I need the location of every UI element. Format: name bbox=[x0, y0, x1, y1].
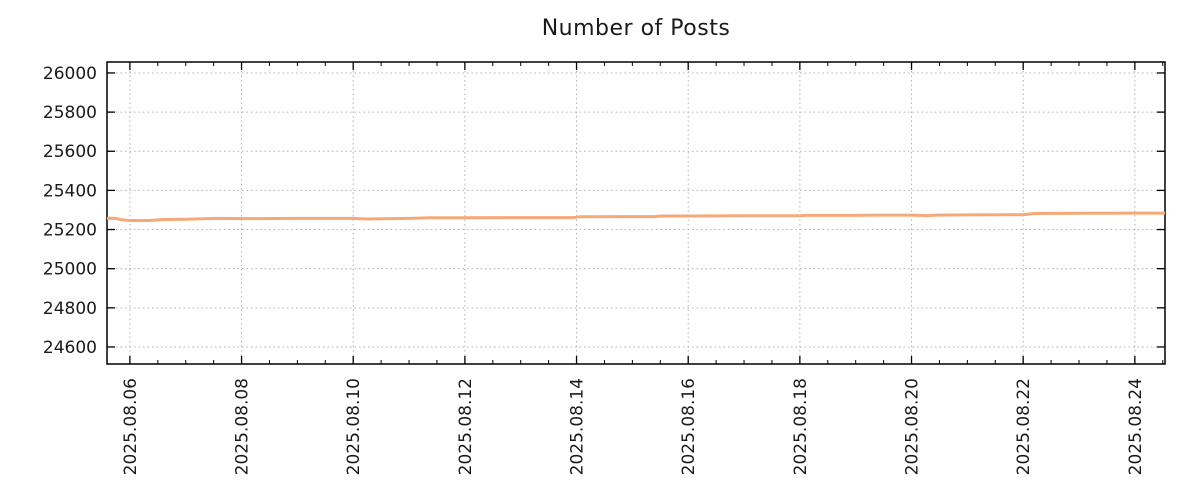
x-tick-label: 2025.08.16 bbox=[679, 378, 699, 475]
y-tick-label: 25000 bbox=[43, 260, 97, 280]
x-tick-label: 2025.08.06 bbox=[121, 378, 141, 475]
x-tick-label: 2025.08.10 bbox=[344, 378, 364, 475]
x-tick-label: 2025.08.24 bbox=[1126, 378, 1146, 475]
x-tick-label: 2025.08.08 bbox=[233, 378, 253, 475]
x-tick-label: 2025.08.12 bbox=[456, 378, 476, 475]
x-tick-label: 2025.08.20 bbox=[903, 378, 923, 475]
y-tick-label: 26000 bbox=[43, 64, 97, 84]
x-tick-label: 2025.08.14 bbox=[568, 378, 588, 475]
y-tick-label: 25800 bbox=[43, 103, 97, 123]
x-tick-label: 2025.08.18 bbox=[791, 378, 811, 475]
y-tick-label: 24600 bbox=[43, 338, 97, 358]
series-line-number-of-posts bbox=[106, 211, 1165, 222]
y-tick-label: 24800 bbox=[43, 299, 97, 319]
plot-border bbox=[106, 61, 1166, 365]
y-tick-label: 25200 bbox=[43, 221, 97, 241]
y-tick-label: 25600 bbox=[43, 142, 97, 162]
y-tick-label: 25400 bbox=[43, 181, 97, 201]
x-tick-label: 2025.08.22 bbox=[1014, 378, 1034, 475]
chart-title: Number of Posts bbox=[541, 16, 731, 41]
